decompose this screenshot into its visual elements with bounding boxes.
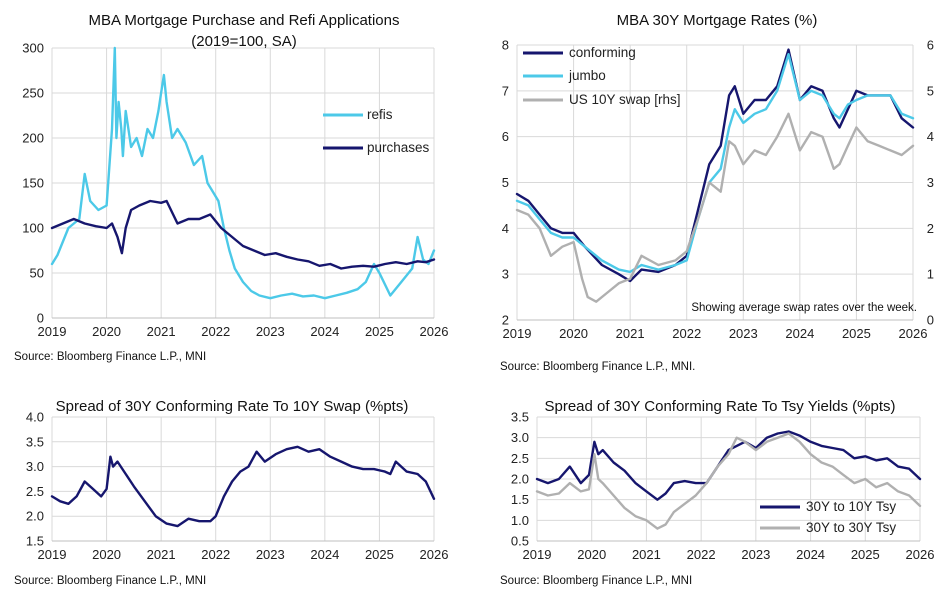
y-tick-label: 200 (22, 131, 44, 146)
x-tick-label: 2024 (310, 547, 339, 562)
series-line-refis (50, 46, 436, 300)
x-tick-label: 2020 (92, 324, 121, 339)
source-note: Source: Bloomberg Finance L.P., MNI (14, 575, 206, 587)
series-line-30y-to-30y-tsy (535, 432, 922, 530)
x-tick-label: 2026 (906, 547, 935, 562)
source-note: Source: Bloomberg Finance L.P., MNI (500, 575, 692, 587)
x-tick-label: 2026 (420, 547, 449, 562)
source-note: Source: Bloomberg Finance L.P., MNI. (500, 361, 695, 373)
y-tick-label: 8 (502, 38, 509, 53)
x-tick-label: 2019 (503, 326, 532, 341)
x-tick-label: 2021 (147, 324, 176, 339)
legend-label: conforming (569, 45, 636, 60)
chart-title: Spread of 30Y Conforming Rate To Tsy Yie… (544, 398, 895, 415)
chart-annotation: Showing average swap rates over the week… (691, 302, 917, 314)
x-tick-label: 2019 (523, 547, 552, 562)
y2-tick-label: 2 (927, 221, 934, 236)
chart-subtitle: (2019=100, SA) (191, 33, 297, 50)
chart-4: 0.5 1.0 1.5 2.0 2.5 3.0 3.5 2019 2020 2021 2022 202… (500, 398, 934, 587)
legend-label: refis (367, 107, 393, 122)
x-tick-label: 2023 (729, 326, 758, 341)
y-tick-label: 7 (502, 83, 509, 98)
y-tick-label: 6 (502, 129, 509, 144)
x-tick-label: 2019 (38, 547, 67, 562)
x-tick-label: 2020 (92, 547, 121, 562)
y-tick-label: 2.5 (511, 451, 529, 466)
y2-tick-label: 0 (927, 313, 934, 328)
legend-label: jumbo (568, 68, 606, 83)
chart-title: MBA Mortgage Purchase and Refi Applicati… (88, 12, 399, 29)
y-tick-label: 0.5 (511, 534, 529, 549)
chart-2: 2 3 4 5 6 7 8 0 1 2 3 4 5 6 2019 2020 2021 2022 2023 2024 20… (500, 12, 934, 373)
y2-tick-label: 6 (927, 38, 934, 53)
y-tick-label: 1.0 (511, 513, 529, 528)
x-tick-label: 2025 (851, 547, 880, 562)
legend-label: 30Y to 30Y Tsy (806, 520, 896, 535)
y-tick-label: 2.0 (511, 472, 529, 487)
y2-tick-label: 1 (927, 267, 934, 282)
y-tick-label: 50 (30, 266, 44, 281)
series-line-us-10y-swap-rhs- (515, 112, 915, 303)
y-tick-label: 1.5 (26, 534, 44, 549)
chart-1: 0 50 100 150 200 250 300 2019 2020 2021 2022 2023 20… (14, 12, 448, 363)
legend-label: 30Y to 10Y Tsy (806, 499, 896, 514)
x-tick-label: 2026 (899, 326, 928, 341)
y-tick-label: 2.5 (26, 484, 44, 499)
legend-label: purchases (367, 140, 430, 155)
x-tick-label: 2023 (741, 547, 770, 562)
legend-label: US 10Y swap [rhs] (569, 92, 681, 107)
x-tick-label: 2021 (147, 547, 176, 562)
source-note: Source: Bloomberg Finance L.P., MNI (14, 351, 206, 363)
x-tick-label: 2024 (310, 324, 339, 339)
y-tick-label: 3.5 (511, 410, 529, 425)
x-tick-label: 2020 (559, 326, 588, 341)
y2-tick-label: 3 (927, 175, 934, 190)
series-line-spread (50, 445, 436, 528)
y-tick-label: 1.5 (511, 492, 529, 507)
y-tick-label: 3.5 (26, 434, 44, 449)
y-tick-label: 2.0 (26, 509, 44, 524)
x-tick-label: 2024 (796, 547, 825, 562)
x-tick-label: 2022 (201, 547, 230, 562)
y2-tick-label: 5 (927, 83, 934, 98)
y-tick-label: 150 (22, 176, 44, 191)
x-tick-label: 2020 (577, 547, 606, 562)
y-tick-label: 3 (502, 267, 509, 282)
x-tick-label: 2024 (785, 326, 814, 341)
y-tick-label: 3.0 (26, 459, 44, 474)
x-tick-label: 2026 (420, 324, 449, 339)
y-tick-label: 250 (22, 86, 44, 101)
x-tick-label: 2023 (256, 324, 285, 339)
x-tick-label: 2025 (365, 547, 394, 562)
y-tick-label: 5 (502, 175, 509, 190)
y-tick-label: 300 (22, 41, 44, 56)
y-tick-label: 3.0 (511, 430, 529, 445)
x-tick-label: 2022 (201, 324, 230, 339)
y-tick-label: 2 (502, 313, 509, 328)
x-tick-label: 2019 (38, 324, 67, 339)
x-tick-label: 2022 (687, 547, 716, 562)
y-tick-label: 4 (502, 221, 509, 236)
x-tick-label: 2022 (672, 326, 701, 341)
x-tick-label: 2021 (616, 326, 645, 341)
series-line-conforming (515, 48, 915, 283)
y2-tick-label: 4 (927, 129, 934, 144)
chart-3: 1.5 2.0 2.5 3.0 3.5 4.0 2019 2020 2021 2022 2023 20… (14, 398, 448, 587)
x-tick-label: 2025 (365, 324, 394, 339)
x-tick-label: 2021 (632, 547, 661, 562)
chart-title: MBA 30Y Mortgage Rates (%) (617, 12, 818, 29)
series-line-30y-to-10y-tsy (535, 430, 922, 501)
chart-title: Spread of 30Y Conforming Rate To 10Y Swa… (56, 398, 409, 415)
y-tick-label: 4.0 (26, 410, 44, 425)
series-line-purchases (50, 199, 436, 270)
y-tick-label: 100 (22, 221, 44, 236)
x-tick-label: 2025 (842, 326, 871, 341)
x-tick-label: 2023 (256, 547, 285, 562)
series-line-jumbo (515, 53, 915, 274)
y-tick-label: 0 (37, 311, 44, 326)
